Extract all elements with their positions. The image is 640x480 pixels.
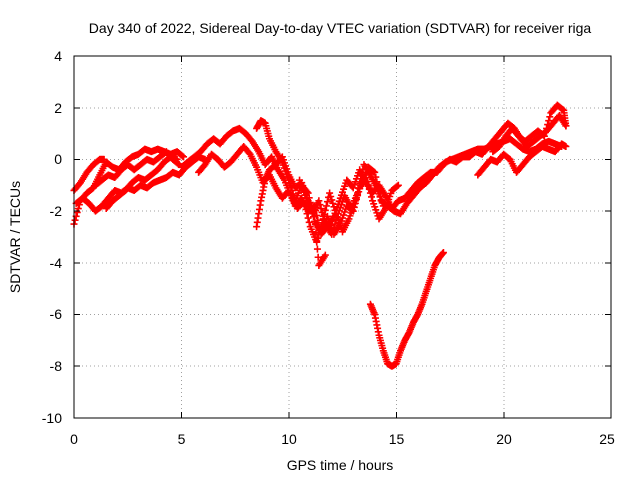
y-axis-ticks xyxy=(74,55,611,419)
data-point-track-h xyxy=(321,251,329,259)
data-point-track-h xyxy=(313,237,321,245)
data-point-track-f xyxy=(304,214,312,222)
data-point-track-a xyxy=(178,152,186,160)
data-point-track-i xyxy=(393,182,401,190)
x-tick-label: 5 xyxy=(178,431,186,447)
data-point-track-j xyxy=(357,175,365,183)
data-point-track-j xyxy=(356,180,364,188)
data-point-track-i xyxy=(394,181,402,189)
data-point-track-i xyxy=(365,185,373,193)
data-point-track-l xyxy=(540,132,548,140)
y-tick-label: 4 xyxy=(54,48,62,64)
data-point-track-j xyxy=(315,197,323,205)
x-tick-label: 0 xyxy=(70,431,78,447)
data-point-track-l xyxy=(559,105,567,113)
data-point-track-j xyxy=(320,216,328,224)
y-tick-label: -8 xyxy=(50,358,63,374)
y-tick-label: 2 xyxy=(54,100,62,116)
data-point-track-i xyxy=(287,183,295,191)
y-tick-label: 0 xyxy=(54,151,62,167)
data-point-track-j xyxy=(331,220,339,228)
x-axis-ticks xyxy=(73,56,612,418)
x-tick-labels: 0 5 10 15 20 25 xyxy=(70,431,615,447)
data-point-track-i xyxy=(363,177,371,185)
y-tick-label: -6 xyxy=(50,306,63,322)
data-point-track-j xyxy=(317,205,325,213)
data-point-track-j xyxy=(329,227,337,235)
data-point-track-f xyxy=(327,192,335,200)
data-point-track-f xyxy=(371,168,379,176)
data-point-track-l xyxy=(546,113,554,121)
y-tick-labels: 4 2 0 -2 -4 -6 -8 -10 xyxy=(42,48,62,426)
data-point-track-l xyxy=(562,122,570,130)
data-point-track-a xyxy=(180,153,188,161)
data-point-track-h xyxy=(313,245,321,253)
y-tick-label: -2 xyxy=(50,203,63,219)
x-tick-label: 10 xyxy=(281,431,297,447)
x-tick-label: 25 xyxy=(599,431,615,447)
data-point-track-i xyxy=(364,181,372,189)
data-point-track-e xyxy=(173,155,181,163)
plot-frame xyxy=(73,55,612,419)
data-point-track-j xyxy=(319,212,327,220)
data-point-track-j xyxy=(316,201,324,209)
data-point-track-m xyxy=(562,143,570,150)
data-point-track-l xyxy=(544,121,552,129)
data-point-track-j xyxy=(333,213,341,221)
data-point-track-d xyxy=(174,160,182,168)
data-point-track-b xyxy=(100,155,108,163)
data-point-track-a xyxy=(71,216,79,224)
data-marks xyxy=(70,101,570,370)
data-point-track-a xyxy=(73,208,81,216)
data-point-track-j xyxy=(328,230,336,238)
data-point-track-i xyxy=(285,176,293,184)
y-axis-label: SDTVAR / TECUs xyxy=(7,181,23,293)
data-point-track-f xyxy=(329,199,337,207)
x-axis-label: GPS time / hours xyxy=(287,457,394,473)
data-point-track-f xyxy=(322,202,330,210)
chart-title: Day 340 of 2022, Sidereal Day-to-day VTE… xyxy=(89,20,592,36)
data-point-track-j xyxy=(358,170,366,178)
data-point-track-l xyxy=(545,117,553,125)
data-point-track-i xyxy=(367,193,375,201)
data-point-track-f xyxy=(326,189,334,197)
data-point-track-k xyxy=(439,249,447,257)
x-tick-label: 15 xyxy=(389,431,405,447)
y-tick-label: -4 xyxy=(50,255,63,271)
data-point-track-i xyxy=(289,190,297,198)
data-point-track-j xyxy=(355,184,363,192)
data-point-track-j xyxy=(330,224,338,232)
grid xyxy=(74,56,611,418)
data-point-track-l xyxy=(543,124,551,132)
data-point-track-i xyxy=(288,186,296,194)
data-point-track-f xyxy=(305,218,313,226)
y-tick-label: -10 xyxy=(42,410,62,426)
data-point-track-i xyxy=(286,180,294,188)
data-point-track-h xyxy=(314,253,322,261)
data-point-track-j xyxy=(354,189,362,197)
data-point-track-j xyxy=(332,217,340,225)
data-point-track-j xyxy=(318,208,326,216)
data-point-track-f xyxy=(323,198,331,206)
data-point-track-j xyxy=(379,202,387,210)
data-point-track-f xyxy=(328,196,336,204)
data-point-track-i xyxy=(366,189,374,197)
data-point-track-l xyxy=(541,128,549,136)
data-point-track-h xyxy=(312,229,320,237)
x-tick-label: 20 xyxy=(496,431,512,447)
